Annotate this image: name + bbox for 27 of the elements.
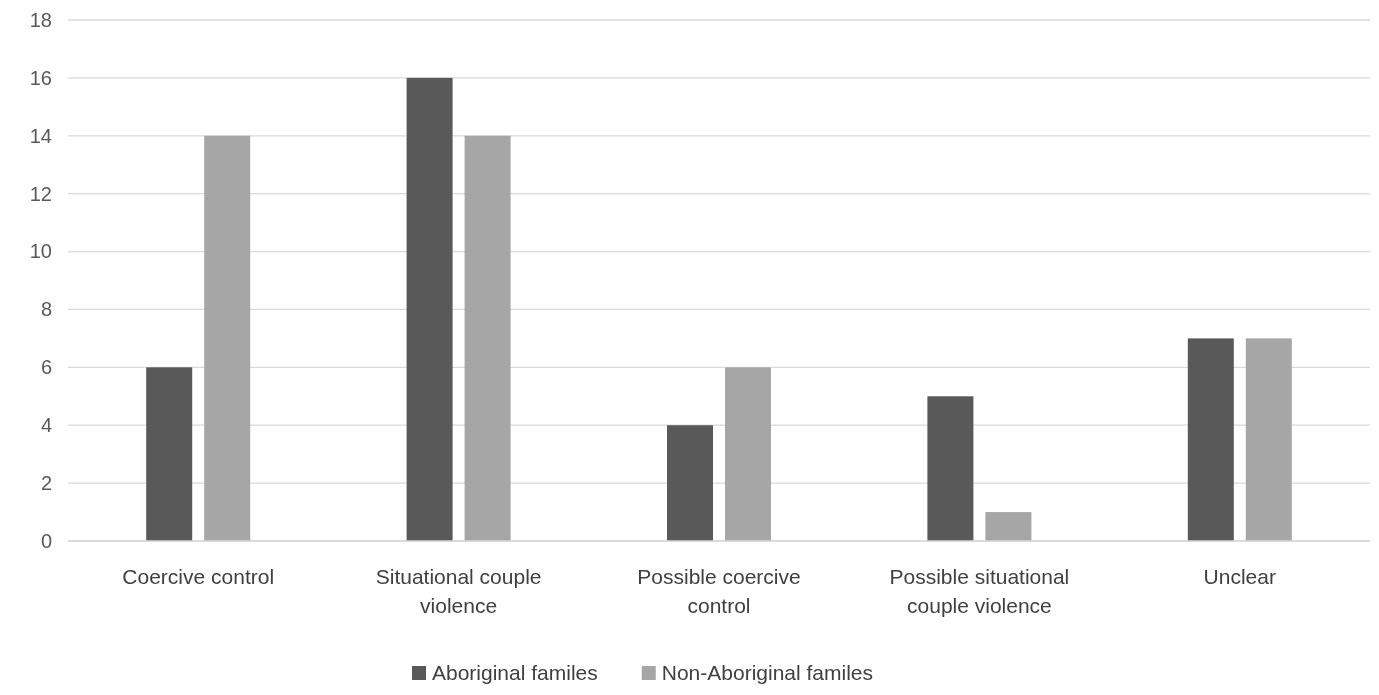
bar <box>464 135 511 541</box>
bar <box>204 135 251 541</box>
legend-label: Non-Aboriginal familes <box>661 661 874 684</box>
x-tick-label: Coercive control <box>122 564 275 588</box>
y-tick-label: 0 <box>40 529 52 552</box>
y-tick-label: 2 <box>40 472 52 495</box>
y-tick-label: 8 <box>40 298 52 321</box>
bar <box>406 77 453 541</box>
legend-label: Aboriginal familes <box>432 661 598 684</box>
y-tick-label: 12 <box>29 182 52 205</box>
y-tick-label: 16 <box>29 66 52 89</box>
y-tick-label: 10 <box>29 240 52 263</box>
y-tick-label: 6 <box>40 356 52 379</box>
bar <box>927 396 974 541</box>
x-tick-label: Possible situational couple violence <box>889 564 1070 618</box>
x-tick-label: Unclear <box>1203 564 1276 588</box>
x-tick-label: Situational couple violence <box>375 564 542 618</box>
y-tick-label: 18 <box>29 8 52 31</box>
bar <box>1187 338 1234 541</box>
bar <box>985 512 1032 541</box>
bar <box>1245 338 1292 541</box>
y-tick-label: 4 <box>40 414 52 437</box>
bar <box>725 367 771 541</box>
bar <box>667 425 713 541</box>
x-tick-label: Possible coercive control <box>637 564 801 618</box>
bar <box>146 367 193 541</box>
y-tick-label: 14 <box>29 124 52 147</box>
